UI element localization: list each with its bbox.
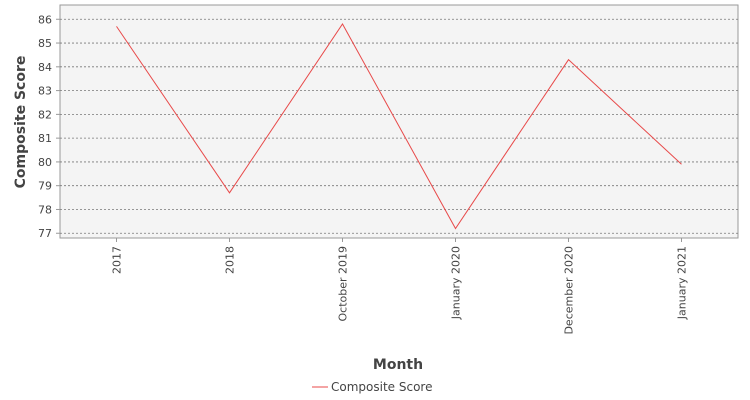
data-point [680, 163, 683, 166]
y-tick-label: 80 [38, 156, 52, 169]
data-point [454, 227, 457, 230]
x-tick-label: December 2020 [563, 246, 576, 335]
y-tick-label: 78 [38, 203, 52, 216]
x-axis-ticks: 2017 2018 October 2019 January 2020 December… [111, 238, 689, 335]
grid-lines [60, 18, 738, 234]
series-line [116, 23, 682, 230]
series-group [115, 23, 683, 230]
y-tick-label: 77 [38, 227, 52, 240]
data-point [567, 58, 570, 61]
y-tick-label: 84 [38, 61, 52, 74]
x-tick-label: 2017 [111, 246, 124, 274]
plot-area [59, 4, 739, 239]
data-point [115, 25, 118, 28]
y-axis-title: Composite Score [13, 56, 29, 189]
x-tick-label: October 2019 [337, 246, 350, 322]
data-point [228, 191, 231, 194]
y-tick-label: 85 [38, 37, 52, 50]
x-tick-label: 2018 [224, 246, 237, 274]
y-tick-label: 86 [38, 13, 52, 26]
data-point [341, 23, 344, 26]
y-tick-label: 82 [38, 108, 52, 121]
x-tick-label: January 2020 [450, 246, 463, 320]
x-tick-label: January 2021 [676, 246, 689, 320]
x-axis-title: Month [373, 357, 423, 373]
y-tick-label: 79 [38, 180, 52, 193]
legend-label: Composite Score [331, 380, 432, 394]
legend: Composite Score [312, 380, 432, 394]
y-axis-ticks: 77 78 79 80 81 82 83 84 85 86 [38, 13, 60, 240]
y-tick-label: 81 [38, 132, 52, 145]
y-tick-label: 83 [38, 85, 52, 98]
